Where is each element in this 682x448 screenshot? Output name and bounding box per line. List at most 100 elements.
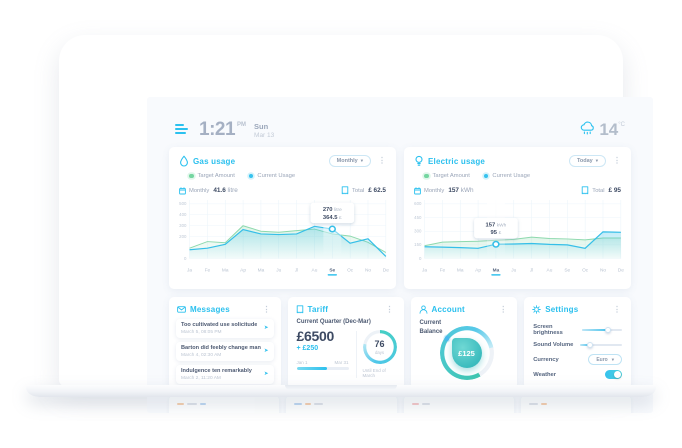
svg-text:Ja: Ja xyxy=(422,267,427,272)
clock-time: 1:21 xyxy=(199,119,236,140)
charts-row: Gas usage Monthly ▾ ⋮ Target Amount Curr… xyxy=(147,139,653,289)
calendar-icon xyxy=(414,186,421,194)
gas-panel-title: Gas usage xyxy=(193,156,236,166)
svg-text:200: 200 xyxy=(179,234,187,239)
electric-usage-chart[interactable]: 600 450 300 150 0 157 kWh 95 £ Ja Fe Ma Ap M… xyxy=(410,198,625,282)
caret-down-icon: ▾ xyxy=(611,356,614,362)
message-title: Barton did feebly change man xyxy=(181,345,261,351)
svg-text:Ap: Ap xyxy=(475,267,481,272)
range-start: Jan 1 xyxy=(296,360,308,365)
gas-period-value: Monthly xyxy=(336,158,358,164)
gas-total-label: Total xyxy=(351,187,365,194)
svg-text:Ma: Ma xyxy=(222,267,229,272)
svg-text:450: 450 xyxy=(414,215,422,220)
ring-caption: Until End of March xyxy=(362,368,386,378)
cropped-card xyxy=(286,396,397,413)
message-date: March 5, 08:05 PM xyxy=(181,329,222,335)
laptop-base-notch xyxy=(285,385,397,390)
electric-menu-button[interactable]: ⋮ xyxy=(609,157,625,165)
clock-date: Mar 13 xyxy=(254,132,275,139)
weather-toggle-label: Weather xyxy=(533,371,557,378)
legend-target-label: Target Amount xyxy=(432,173,470,179)
open-message-icon[interactable]: ➤ xyxy=(263,371,269,378)
legend-current-label: Current Usage xyxy=(492,173,531,179)
gas-menu-button[interactable]: ⋮ xyxy=(374,157,390,165)
svg-text:Jl: Jl xyxy=(295,267,298,272)
currency-select[interactable]: Euro ▾ xyxy=(588,354,622,365)
gas-droplet-icon xyxy=(180,155,188,167)
tariff-title: Tariff xyxy=(307,305,329,314)
message-item[interactable]: Too cultivated use solicitude March 5, 0… xyxy=(176,319,274,338)
svg-text:Ju: Ju xyxy=(276,267,281,272)
gas-period-select[interactable]: Monthly ▾ xyxy=(328,155,371,167)
quarter-progress-bar xyxy=(296,367,349,370)
gas-period-value-text: 41.6 litre xyxy=(213,187,238,194)
svg-text:De: De xyxy=(618,267,625,272)
envelope-icon xyxy=(177,306,186,313)
account-menu-button[interactable]: ⋮ xyxy=(495,305,511,314)
temperature-value: 14 xyxy=(599,120,619,139)
widgets-row: Messages ⋮ Too cultivated use solicitude… xyxy=(147,289,653,389)
electric-period-select[interactable]: Today ▾ xyxy=(568,155,606,167)
calendar-icon xyxy=(179,186,186,194)
svg-text:Fe: Fe xyxy=(205,267,211,272)
volume-slider[interactable] xyxy=(580,341,622,349)
svg-text:Ja: Ja xyxy=(187,267,192,272)
tariff-menu-button[interactable]: ⋮ xyxy=(382,305,398,314)
svg-text:Au: Au xyxy=(312,267,318,272)
tariff-amount: £6500 xyxy=(296,328,335,344)
caret-down-icon: ▾ xyxy=(595,158,598,163)
gas-period-label: Monthly xyxy=(189,187,210,194)
days-left-label: days xyxy=(374,349,385,355)
cropped-card xyxy=(520,396,631,413)
svg-text:157 kWh: 157 kWh xyxy=(486,223,507,229)
cropped-widgets-row xyxy=(147,389,653,413)
gas-total-value: £ 62.5 xyxy=(368,187,386,194)
clock-meridiem: PM xyxy=(237,122,247,128)
open-message-icon[interactable]: ➤ xyxy=(263,325,269,332)
receipt-icon xyxy=(341,186,349,195)
dashboard-screen: 1:21 PM Sun Mar 13 14 °C xyxy=(147,97,653,413)
account-panel: Account ⋮ Current Balance £125 xyxy=(410,297,518,389)
message-item[interactable]: Indulgence ten remarkably March 2, 11:20… xyxy=(176,365,274,384)
gear-icon xyxy=(532,305,541,314)
electric-legend: Target Amount Current Usage xyxy=(404,167,631,179)
settings-title: Settings xyxy=(545,305,579,314)
svg-text:0: 0 xyxy=(419,256,422,261)
message-date: March 2, 11:20 AM xyxy=(181,375,221,381)
settings-menu-button[interactable]: ⋮ xyxy=(609,305,625,314)
currency-value: Euro xyxy=(596,356,608,363)
svg-text:300: 300 xyxy=(414,229,422,234)
gauge-progress-dot xyxy=(444,336,449,341)
person-icon xyxy=(419,305,427,314)
temperature-unit: °C xyxy=(618,122,625,128)
svg-text:270 litre: 270 litre xyxy=(323,207,342,213)
message-date: March 4, 02:30 AM xyxy=(181,352,222,358)
electric-panel-title: Electric usage xyxy=(428,156,486,166)
electric-period-value-text: 157 kWh xyxy=(448,187,474,194)
weather-toggle[interactable] xyxy=(605,370,622,379)
brightness-slider[interactable] xyxy=(581,326,622,334)
svg-text:300: 300 xyxy=(179,223,187,228)
light-bulb-icon xyxy=(415,155,423,166)
svg-text:0: 0 xyxy=(184,256,187,261)
settings-panel: Settings ⋮ Screen brightness Sound Volum… xyxy=(524,297,631,389)
electric-period-value: Today xyxy=(576,158,593,164)
cropped-card xyxy=(403,396,514,413)
menu-icon[interactable] xyxy=(175,124,189,135)
electric-total-label: Total xyxy=(592,187,605,194)
receipt-icon xyxy=(582,186,589,195)
message-item[interactable]: Barton did feebly change man March 4, 02… xyxy=(176,342,274,361)
legend-current-label: Current Usage xyxy=(257,173,296,179)
messages-menu-button[interactable]: ⋮ xyxy=(259,305,275,314)
gas-usage-chart[interactable]: 500 400 300 200 0 270 litre 364.5 £ Ja Fe… xyxy=(175,198,390,282)
current-usage-dot xyxy=(483,173,489,179)
svg-text:Se: Se xyxy=(564,267,570,272)
clock-day: Sun xyxy=(254,122,269,131)
open-message-icon[interactable]: ➤ xyxy=(263,348,269,355)
svg-text:Se: Se xyxy=(329,267,335,272)
electric-usage-panel: Electric usage Today ▾ ⋮ Target Amount C… xyxy=(404,147,631,289)
svg-text:Ma: Ma xyxy=(258,267,265,272)
svg-text:De: De xyxy=(383,267,390,272)
volume-label: Sound Volume xyxy=(533,341,574,348)
